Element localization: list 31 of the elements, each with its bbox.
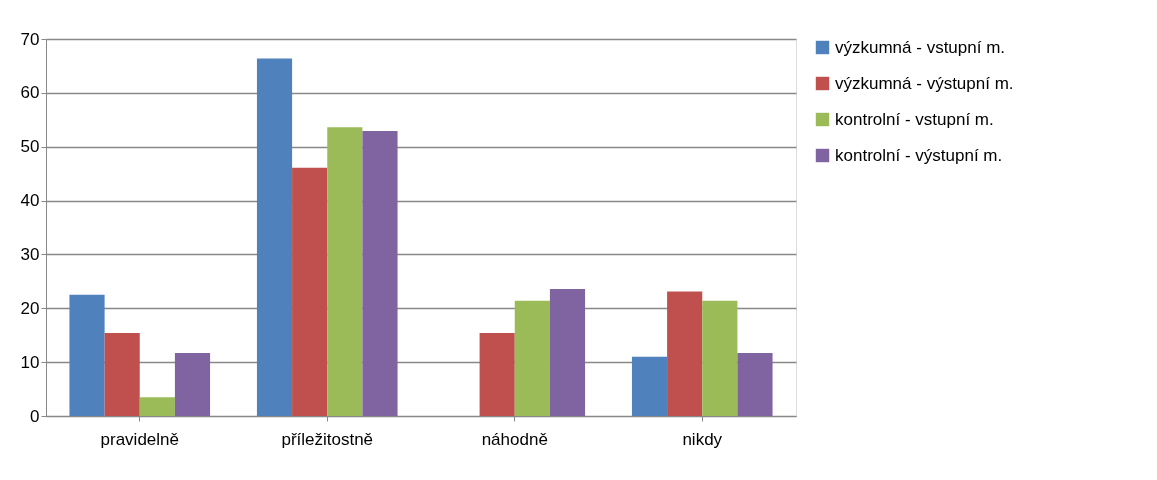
y-tick-label: 40 [20,191,40,211]
x-tick-label: příležitostně [281,429,374,449]
bar [549,288,586,416]
y-tick-label: 0 [30,406,40,426]
bar [327,127,363,416]
y-tick-label: 10 [20,352,40,372]
legend-label: kontrolní - výstupní m. [835,145,1003,165]
bar [737,352,773,416]
y-tick-label: 60 [20,83,40,103]
y-tick-label: 30 [20,244,40,264]
legend-label: výzkumná - výstupní m. [835,73,1014,93]
bar [631,356,668,416]
legend-label: kontrolní - vstupní m. [835,109,994,129]
bar [174,352,211,416]
bar [514,300,550,416]
y-tick-label: 50 [20,137,40,157]
x-tick-label: pravidelně [100,429,179,449]
bar [139,397,175,416]
x-tick-label: náhodně [481,429,548,449]
x-tick-label: nikdy [682,429,723,449]
bar [69,294,105,416]
bar [256,58,293,416]
bar [104,333,140,416]
bar [667,291,703,416]
bar [292,167,328,416]
y-tick-label: 20 [20,298,40,318]
bar [702,300,738,416]
bar [362,131,398,416]
legend-label: výzkumná - vstupní m. [835,37,1006,57]
y-tick-label: 70 [20,29,40,49]
bar [479,333,515,416]
